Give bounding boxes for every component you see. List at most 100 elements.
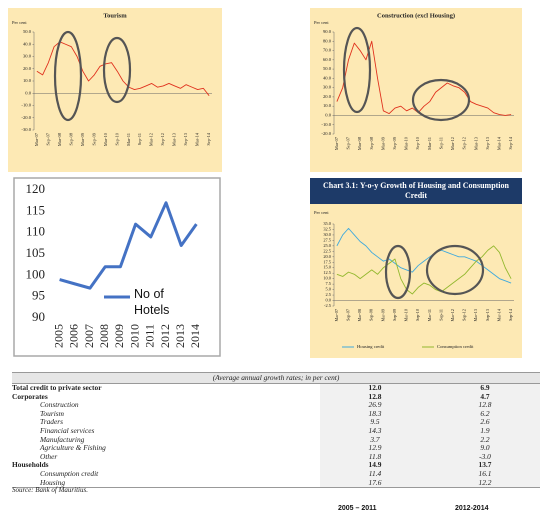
table-value: 4.7 <box>430 392 540 402</box>
y-tick-label: 35.0 <box>323 221 331 226</box>
y-tick-label: 25.0 <box>323 243 331 248</box>
x-tick-label: 2014 <box>188 324 202 348</box>
x-tick-label: Mar-08 <box>357 136 362 150</box>
y-tick-label: 0.0 <box>325 113 331 118</box>
y-tick-label: 40.0 <box>23 41 32 46</box>
y-tick-label: 32.5 <box>323 226 331 231</box>
y-tick-label: 50.0 <box>23 29 32 34</box>
x-tick-label: Sep-08 <box>68 132 73 145</box>
x-tick-label: Mar-11 <box>427 309 432 321</box>
row-label: Housing <box>12 478 320 489</box>
table-value: 17.6 <box>320 478 430 489</box>
x-tick-label: 2007 <box>82 324 96 348</box>
row-label: Tourism <box>40 408 64 418</box>
x-tick-label: Mar-13 <box>473 136 478 150</box>
row-label: Households <box>12 460 49 470</box>
table-value: 3.7 <box>320 435 430 445</box>
y-tick-label: 10.0 <box>323 276 331 281</box>
table-row: Traders 9.5 2.6 <box>12 418 540 427</box>
x-tick-label: 2005 <box>51 324 65 348</box>
x-tick-label: Sep-08 <box>369 136 374 149</box>
table-value: 12.2 <box>430 478 540 489</box>
chart-panel <box>310 204 522 358</box>
x-tick-label: Sep-10 <box>114 132 119 145</box>
data-line <box>336 40 512 116</box>
table-value: 9.0 <box>430 444 540 453</box>
x-tick-label: Sep-11 <box>438 309 443 321</box>
y-tick-label: -10.0 <box>21 103 31 108</box>
highlight-ellipse <box>342 26 372 114</box>
table-value: 2.2 <box>430 435 540 445</box>
x-tick-label: Sep-10 <box>415 309 420 321</box>
chart-title: Chart 3.1: Y-o-y Growth of Housing and C… <box>310 178 522 204</box>
x-tick-label: Mar-10 <box>404 136 409 150</box>
x-tick-label: 2012 <box>158 324 172 348</box>
chart-title: Tourism <box>103 12 127 19</box>
x-tick-label: Mar-13 <box>172 132 177 146</box>
highlight-ellipse <box>384 244 412 300</box>
table-row: Manufacturing 3.7 2.2 <box>12 434 540 445</box>
table-row: Agriculture & Fishing 12.9 9.0 <box>12 444 540 453</box>
table-row: Corporates 12.8 4.7 <box>12 392 540 402</box>
table-value: 14.3 <box>320 426 430 436</box>
x-tick-label: 2006 <box>67 324 81 348</box>
x-tick-label: 2008 <box>97 324 111 348</box>
column-header: 2005 – 2011 <box>338 505 377 512</box>
table-source: Source: Bank of Mauritius. <box>12 486 88 494</box>
table-row: Housing 17.6 12.2 <box>12 478 540 489</box>
row-label: Manufacturing <box>40 434 85 444</box>
x-tick-label: Sep-11 <box>137 133 142 145</box>
x-tick-label: Mar-12 <box>450 137 455 150</box>
data-line <box>336 245 512 295</box>
table-value: 6.2 <box>430 409 540 419</box>
y-tick-label: -20.0 <box>21 115 31 120</box>
highlight-ellipse <box>411 78 471 122</box>
y-tick-label: 20.0 <box>323 254 331 259</box>
x-tick-label: Sep-09 <box>392 309 397 321</box>
x-tick-label: Sep-09 <box>91 132 96 145</box>
table-row: Consumption credit 11.4 16.1 <box>12 468 540 479</box>
column-header: 2012-2014 <box>455 505 489 512</box>
x-tick-label: Sep-07 <box>346 136 351 149</box>
row-label: Agriculture & Fishing <box>40 443 106 453</box>
y-tick-label: -30.0 <box>21 127 31 132</box>
x-tick-label: Sep-14 <box>206 132 211 145</box>
table-value: 14.9 <box>320 461 430 470</box>
chart-title: Construction (excl Housing) <box>377 12 455 19</box>
x-tick-label: 2011 <box>143 324 157 348</box>
y-tick-label: 30.0 <box>323 232 331 237</box>
table-value: 12.0 <box>320 383 430 393</box>
row-label: Other <box>40 451 58 461</box>
table-value: -3.0 <box>430 452 540 462</box>
table-row: Financial services 14.3 1.9 <box>12 425 540 436</box>
row-label: Financial services <box>40 425 95 435</box>
x-tick-label: Mar-09 <box>380 136 385 150</box>
y-tick-label: 110 <box>26 224 45 239</box>
x-tick-label: Mar-10 <box>404 309 409 321</box>
row-label: Traders <box>40 417 64 427</box>
x-tick-label: Mar-14 <box>496 308 501 321</box>
x-tick-label: Mar-08 <box>357 309 362 321</box>
y-tick-label: 100 <box>26 266 46 281</box>
row-label: Consumption credit <box>40 468 99 478</box>
y-tick-label: 40.0 <box>323 75 332 80</box>
x-tick-label: Mar-08 <box>57 132 62 146</box>
y-tick-label: 90 <box>32 309 45 324</box>
x-tick-label: Mar-09 <box>380 309 385 321</box>
table-value: 12.8 <box>430 401 540 410</box>
table-value: 2.6 <box>430 418 540 427</box>
legend-label: No of Hotels <box>134 287 170 317</box>
x-tick-label: Sep-13 <box>485 309 490 321</box>
table-value: 11.8 <box>320 452 430 462</box>
y-tick-label: 22.5 <box>323 248 331 253</box>
y-tick-label: 60.0 <box>323 57 332 62</box>
x-tick-label: Sep-12 <box>462 309 467 321</box>
table-value: 11.4 <box>320 469 430 479</box>
y-tick-label: 95 <box>32 288 45 303</box>
table-value: 16.1 <box>430 469 540 479</box>
legend-label: Housing credit <box>357 344 385 349</box>
y-tick-label: -2.5 <box>324 303 332 308</box>
y-tick-label: 70.0 <box>323 48 332 53</box>
table-value: 9.5 <box>320 418 430 427</box>
